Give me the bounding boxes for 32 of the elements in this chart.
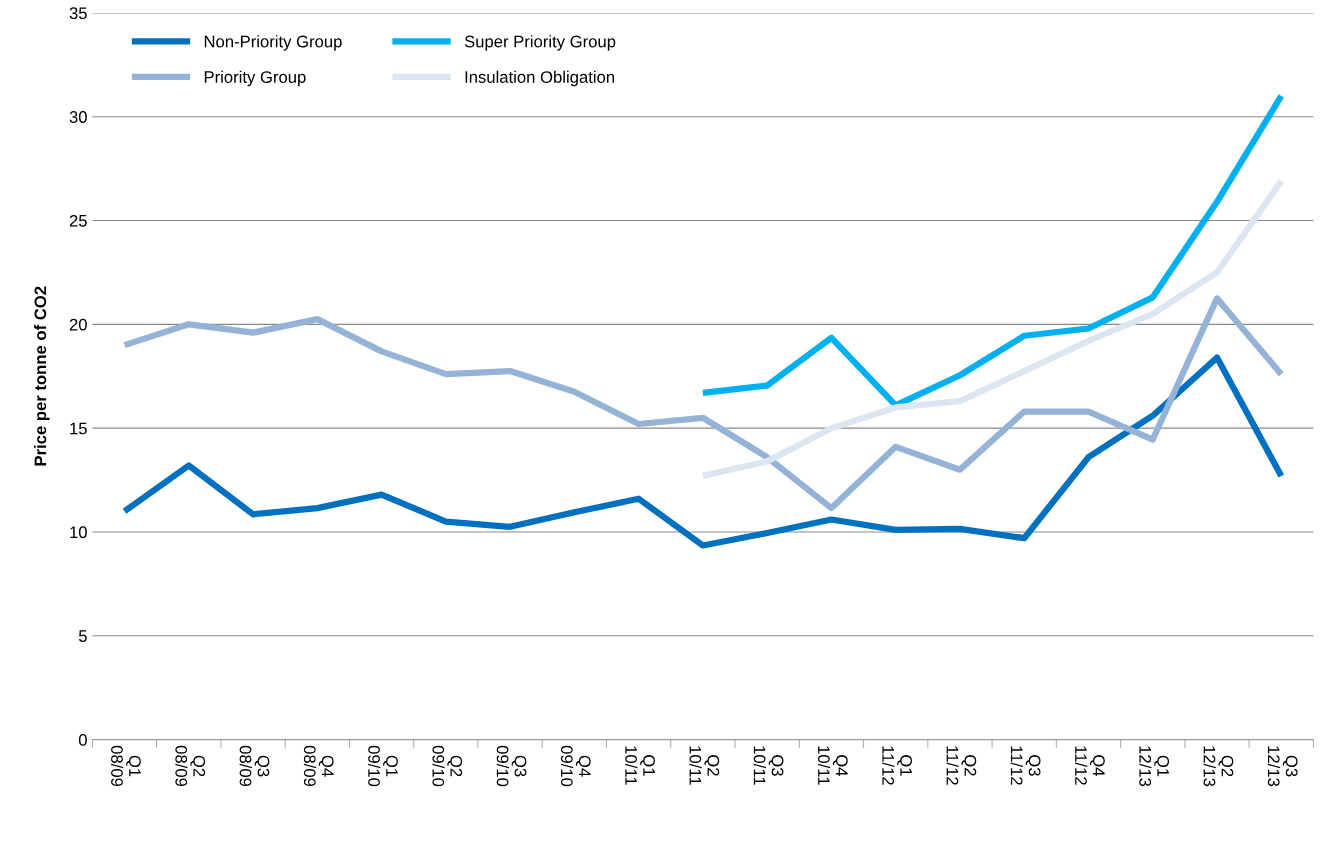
- x-tick-label: Q1 08/09: [111, 745, 141, 787]
- x-tick-label: Q2 10/11: [689, 746, 720, 785]
- legend-label: Priority Group: [204, 70, 306, 87]
- x-tick-label: Q3 08/09: [239, 745, 270, 787]
- legend-label: Super Priority Group: [464, 35, 616, 51]
- x-tick-label: Q4 08/09: [303, 745, 334, 787]
- x-tick-label: Q3 12/13: [1267, 746, 1298, 787]
- y-tick-label: 10: [70, 526, 87, 539]
- y-tick-label: 20: [69, 318, 87, 331]
- x-tick-label: Q2 12/13: [1203, 746, 1234, 787]
- y-tick-label: 25: [69, 214, 87, 227]
- y-tick-label: 0: [78, 734, 87, 746]
- y-tick-label: 30: [69, 111, 87, 123]
- x-tick-label: Q4 11/12: [1075, 746, 1105, 785]
- x-tick-label: Q1 09/10: [368, 745, 398, 787]
- y-tick-label: 35: [69, 7, 87, 20]
- x-tick-label: Q3 09/10: [496, 745, 527, 787]
- x-tick-label: Q2 09/10: [432, 745, 463, 787]
- x-tick-label: Q4 09/10: [560, 745, 591, 787]
- x-tick-label: Q1 10/11: [625, 746, 655, 785]
- x-tick-label: Q3 10/11: [753, 746, 784, 785]
- x-tick-label: Q1 11/12: [882, 746, 912, 785]
- legend-label: Non-Priority Group: [204, 35, 342, 51]
- legend-label: Insulation Obligation: [465, 70, 615, 87]
- x-tick-label: Q3 11/12: [1010, 746, 1041, 785]
- x-tick-label: Q2 11/12: [946, 746, 977, 785]
- y-tick-label: 15: [70, 422, 87, 435]
- y-axis-title: Price per tonne of CO2: [34, 286, 50, 466]
- y-tick-label: 5: [78, 630, 87, 642]
- x-tick-label: Q1 12/13: [1139, 746, 1170, 787]
- x-tick-label: Q2 08/09: [175, 745, 206, 787]
- x-tick-label: Q4 10/11: [817, 746, 848, 785]
